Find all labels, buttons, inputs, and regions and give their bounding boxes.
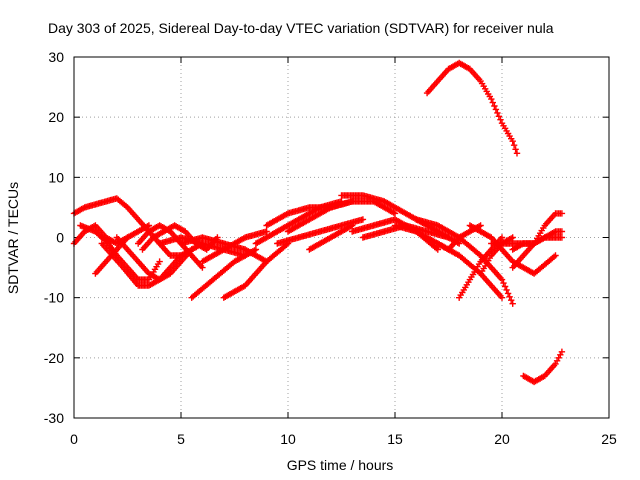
y-tick-label: -30: [44, 410, 64, 426]
series-track-11: [188, 246, 260, 301]
x-tick-label: 5: [177, 431, 185, 447]
series-track-17: [284, 198, 399, 235]
series-track-24: [423, 59, 521, 157]
series-markers: [274, 216, 367, 247]
x-tick-label: 0: [70, 431, 78, 447]
series-track-12: [199, 228, 270, 265]
series-track-16: [274, 216, 367, 247]
series-markers: [188, 246, 260, 301]
x-tick-label: 10: [280, 431, 296, 447]
series-markers: [423, 59, 521, 157]
plot-frame: [73, 56, 610, 419]
series-track-06: [113, 234, 195, 283]
series-markers: [509, 228, 566, 271]
series-markers: [284, 198, 399, 235]
y-tick-label: -20: [44, 350, 64, 366]
series-track-13: [220, 240, 292, 301]
x-tick-label: 20: [494, 431, 510, 447]
y-tick-label: 30: [48, 49, 64, 65]
series-markers: [113, 234, 195, 283]
y-tick-label: 10: [48, 169, 64, 185]
y-tick-label: -10: [44, 290, 64, 306]
chart-title: Day 303 of 2025, Sidereal Day-to-day VTE…: [48, 20, 554, 36]
series-track-31: [509, 228, 566, 271]
tick-labels: 0 5 10 15 20 25 -30 -20 -10 0 10 20 30: [44, 49, 617, 447]
x-tick-label: 15: [387, 431, 403, 447]
series-track-04: [92, 222, 153, 277]
series-markers: [92, 222, 153, 277]
series-markers: [306, 222, 356, 253]
y-tick-label: 20: [48, 109, 64, 125]
series-markers: [199, 228, 270, 265]
series-markers: [520, 348, 566, 386]
y-tick-label: 0: [56, 230, 64, 246]
x-axis-label: GPS time / hours: [287, 457, 394, 473]
y-axis-label: SDTVAR / TECUs: [5, 182, 21, 294]
series-track-32: [520, 348, 566, 386]
series-track-18: [306, 222, 356, 253]
x-tick-label: 25: [601, 431, 617, 447]
data-points: [70, 59, 566, 386]
series-markers: [220, 240, 292, 301]
